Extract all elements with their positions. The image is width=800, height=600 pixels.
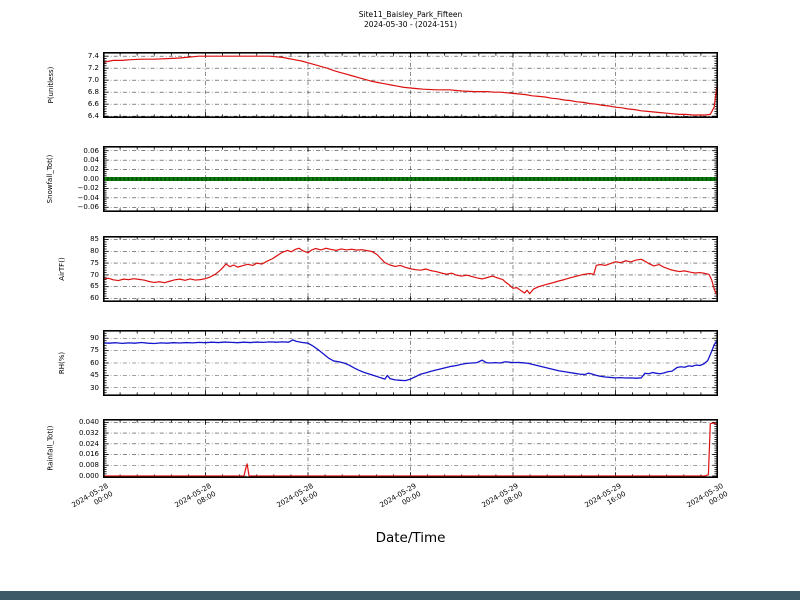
y-tick-label-snowfall: −0.06 [77, 203, 99, 212]
axes-border-airtf [103, 236, 718, 302]
y-tick-label-ph: 6.4 [87, 112, 99, 120]
y-tick-label-ph: 6.6 [87, 100, 99, 108]
y-tick-label-rainfall: 0.024 [78, 439, 99, 448]
y-tick-label-rh: 60 [90, 358, 99, 367]
y-tick-label-rainfall: 0.032 [78, 428, 99, 437]
y-tick-label-rh: 45 [90, 371, 99, 380]
y-tick-label-rh: 75 [90, 346, 99, 355]
chart-title-line2: 2024-05-30 - (2024-151) [363, 19, 458, 29]
y-tick-label-airtf: 70 [90, 270, 99, 279]
chart-title: Site11_Baisley_Park_Fifteen 2024-05-30 -… [103, 10, 718, 29]
y-axis-label-airtf: AirTF() [58, 256, 66, 281]
y-tick-label-snowfall: 0.04 [83, 155, 99, 164]
y-tick-label-rh: 30 [90, 383, 99, 392]
y-tick-label-snowfall: 0.06 [83, 146, 99, 155]
x-tick-label: 2024-05-28 00:00 [70, 482, 115, 510]
plot-area-ph [103, 52, 718, 118]
x-tick-label: 2024-05-28 16:00 [275, 482, 320, 510]
x-tick-label: 2024-05-30 00:00 [685, 482, 730, 510]
series-line-rh [103, 339, 718, 382]
y-tick-label-rainfall: 0.000 [78, 471, 99, 480]
y-tick-label-airtf: 80 [90, 247, 99, 256]
y-tick-label-snowfall: −0.02 [77, 184, 99, 193]
y-axis-label-rh: RH(%) [58, 351, 66, 374]
y-tick-label-airtf: 65 [90, 282, 99, 291]
x-tick-label: 2024-05-29 16:00 [583, 482, 627, 510]
y-tick-label-rh: 90 [90, 334, 99, 343]
y-tick-label-airtf: 60 [90, 294, 99, 303]
y-tick-label-snowfall: −0.04 [77, 193, 99, 202]
axes-border-ph [103, 52, 718, 118]
plot-area-snowfall [103, 146, 718, 212]
bottom-bar [0, 591, 800, 600]
y-tick-label-rainfall: 0.008 [78, 461, 99, 470]
y-tick-label-ph: 7.2 [87, 64, 99, 72]
axes-border-rh [103, 330, 718, 396]
y-tick-label-snowfall: 0.00 [83, 174, 99, 183]
y-tick-label-rainfall: 0.040 [78, 418, 99, 427]
y-tick-label-ph: 7.0 [87, 76, 99, 84]
y-axis-label-rainfall: Rainfall_Tot() [46, 425, 54, 471]
x-tick-label: 2024-05-28 08:00 [173, 482, 217, 510]
y-tick-label-rainfall: 0.016 [78, 450, 99, 459]
y-axis-label-snowfall: Snowfall_Tot() [46, 154, 54, 203]
x-axis-title: Date/Time [375, 530, 446, 546]
x-tick-label: 2024-05-29 08:00 [480, 482, 525, 510]
series-line-airtf [103, 247, 718, 296]
axes-border-snowfall [103, 146, 718, 212]
y-tick-label-ph: 7.4 [87, 52, 99, 60]
chart-title-line1: Site11_Baisley_Park_Fifteen [358, 10, 463, 19]
plot-area-airtf [103, 236, 718, 302]
plot-area-rh [103, 330, 718, 396]
series-line-rainfall [103, 422, 718, 477]
series-line-ph [103, 55, 718, 116]
y-axis-label-ph: P(unitless) [47, 66, 55, 103]
y-tick-label-ph: 6.8 [87, 88, 99, 96]
axes-border-rainfall [103, 419, 718, 478]
x-tick-label: 2024-05-29 00:00 [378, 482, 422, 510]
y-tick-label-snowfall: 0.02 [83, 165, 99, 174]
y-tick-label-airtf: 75 [90, 258, 99, 267]
y-tick-label-airtf: 85 [90, 235, 99, 244]
plot-area-rainfall [103, 419, 718, 478]
